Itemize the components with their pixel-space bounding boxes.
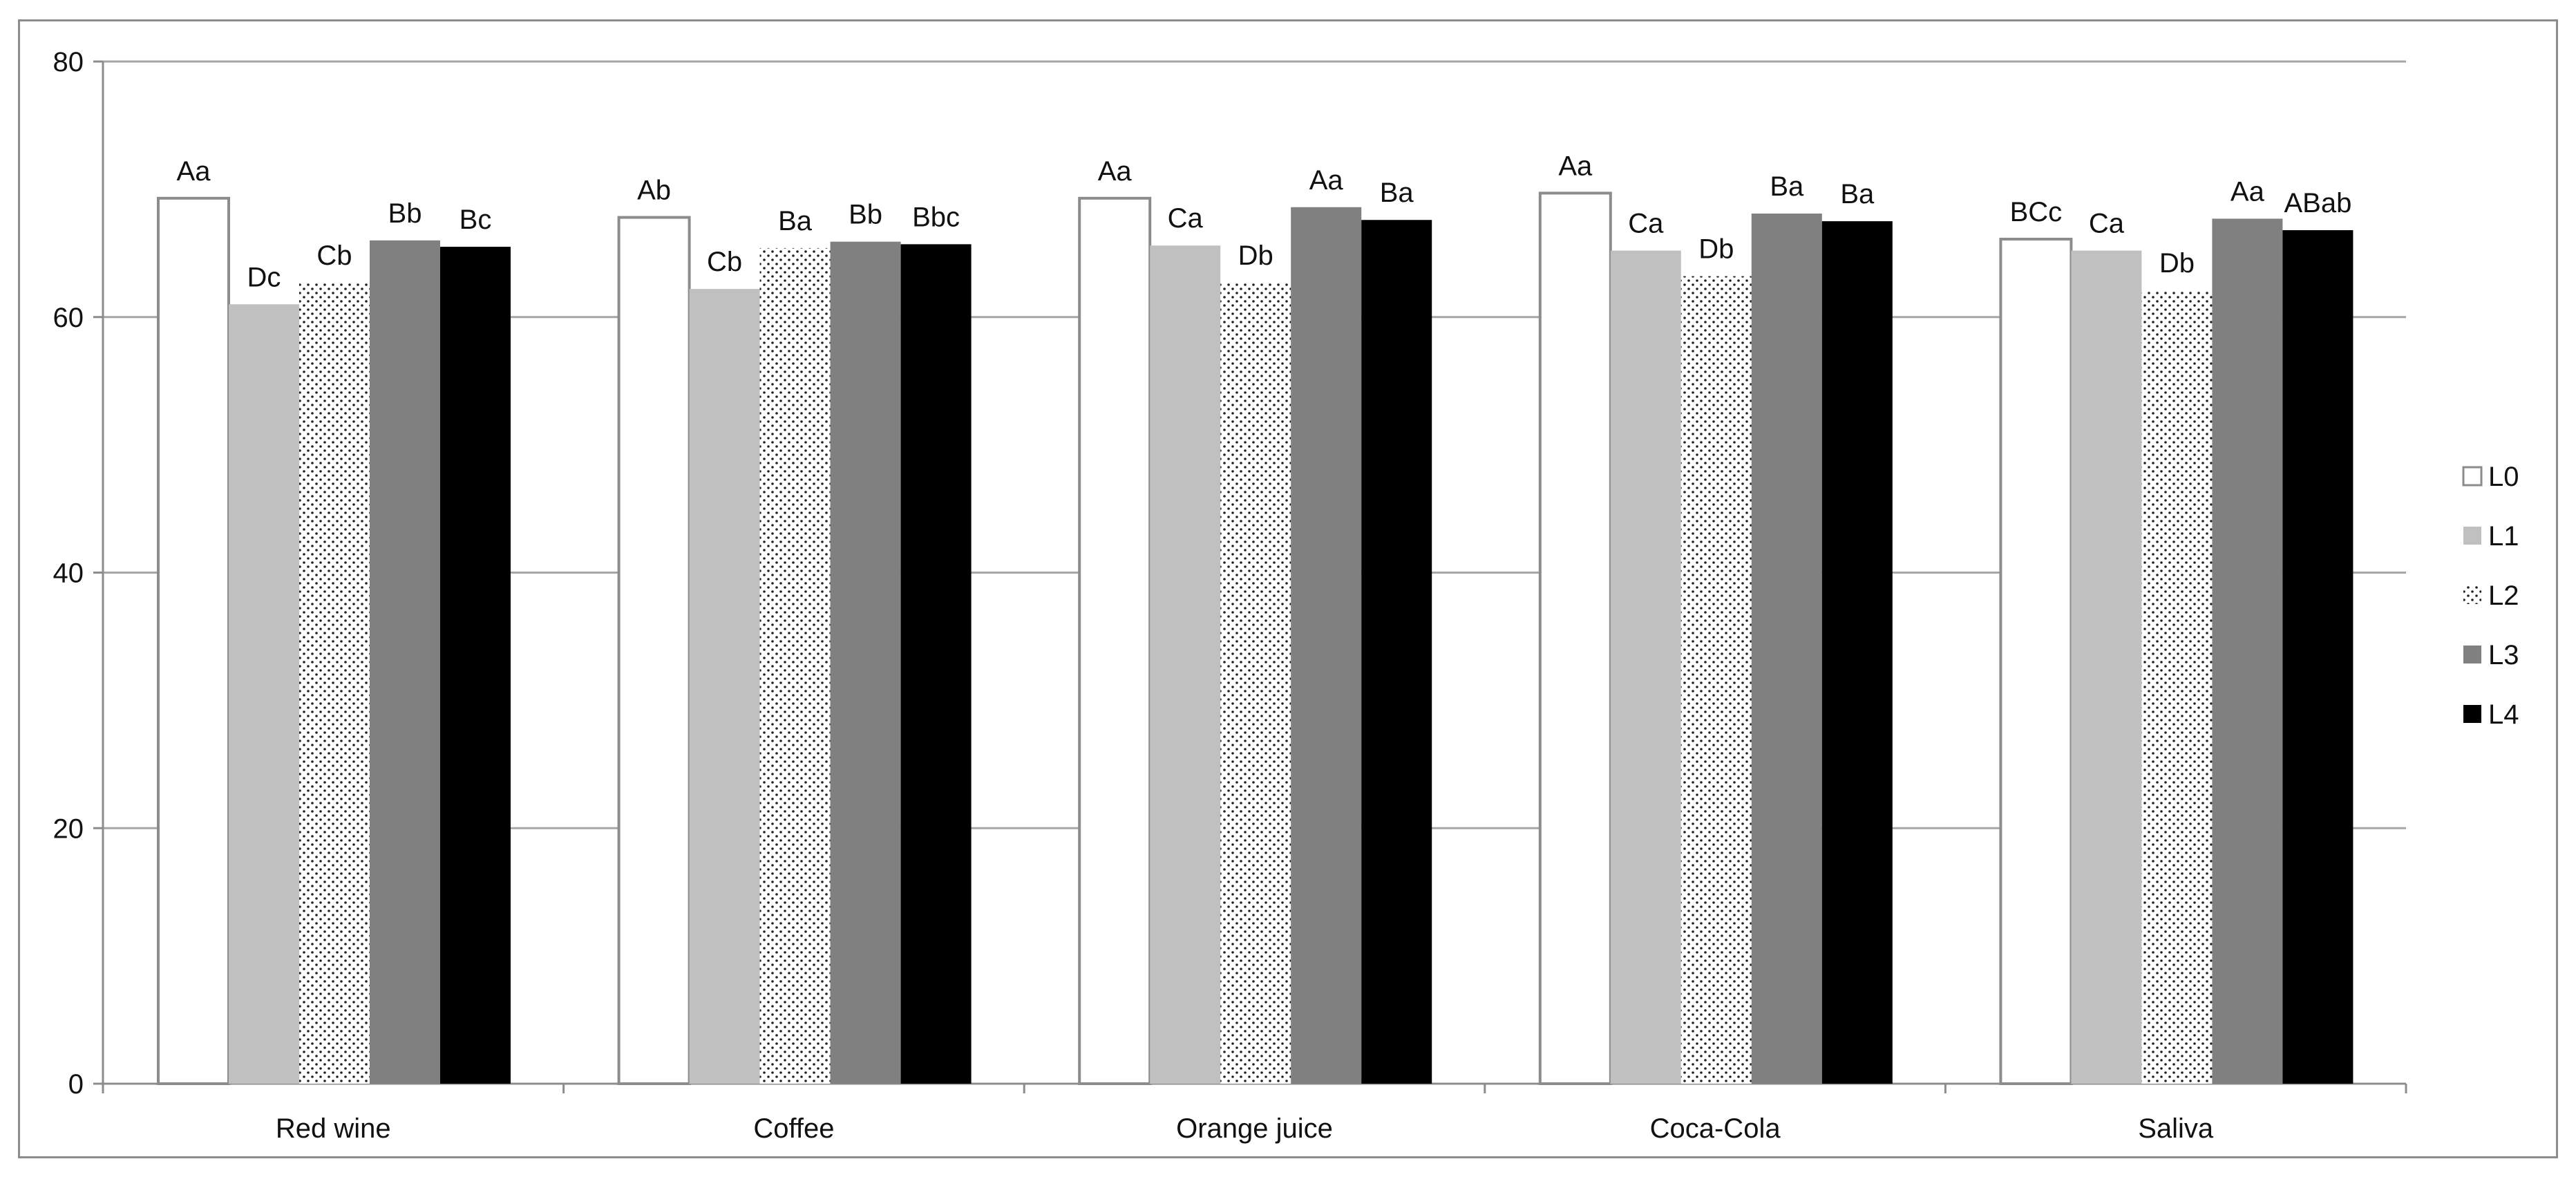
bar-l2: [299, 282, 370, 1084]
data-label: Db: [1698, 234, 1734, 265]
data-label: Bbc: [912, 202, 960, 232]
legend-swatch-l3: [2463, 646, 2481, 663]
bar-l2: [1680, 276, 1752, 1084]
data-label: ABab: [2284, 188, 2351, 218]
bar-l1: [1150, 245, 1221, 1084]
bar-l3: [1751, 214, 1822, 1084]
data-label: Dc: [247, 262, 281, 292]
bar-l0: [157, 196, 230, 1085]
bars: [157, 191, 2354, 1086]
category-label: Red wine: [276, 1113, 391, 1144]
data-labels: Aa Dc Cb Bb Bc Ab Cb Ba Bb Bbc Aa Ca Db Aa Ba Aa Ca Db Ba B…: [177, 151, 2352, 292]
bar-l2: [759, 247, 831, 1084]
bar-l4: [1821, 221, 1893, 1084]
data-label: Aa: [1558, 151, 1593, 181]
bar-l4: [1361, 220, 1432, 1084]
bar-l1: [1610, 250, 1681, 1084]
bar-l4: [900, 244, 972, 1084]
legend-swatch-l2: [2463, 586, 2481, 604]
legend-label: L3: [2488, 640, 2519, 670]
y-tick-label: 40: [53, 558, 84, 589]
bar-l1: [229, 304, 299, 1084]
bar-l3: [830, 241, 901, 1084]
legend: L0 L1 L2 L3 L4: [2462, 462, 2519, 730]
data-label: Ba: [1840, 179, 1875, 209]
category-label: Saliva: [2138, 1113, 2214, 1144]
category-label: Coca-Cola: [1650, 1113, 1781, 1144]
y-tick-label: 0: [68, 1069, 84, 1100]
bar-l3: [2212, 218, 2283, 1084]
y-tick-label: 60: [53, 303, 84, 333]
bar-l0: [1078, 196, 1152, 1085]
legend-label: L1: [2488, 521, 2519, 552]
data-label: Ca: [2089, 209, 2125, 239]
category-label: Coffee: [753, 1113, 834, 1144]
data-label: Ca: [1168, 203, 1204, 234]
legend-label: L4: [2488, 699, 2519, 730]
y-tick-label: 20: [53, 813, 84, 844]
bar-l0: [1999, 237, 2073, 1086]
chart-frame: 0 20 40 60 80 Red wine Coffee Orange juice Coca-…: [18, 19, 2558, 1158]
bar-l0: [617, 216, 691, 1085]
data-label: Db: [2159, 248, 2195, 279]
y-tick-label: 80: [53, 47, 84, 77]
data-label: Cb: [316, 241, 352, 271]
bar-l1: [2071, 250, 2142, 1084]
legend-swatch-l4: [2463, 705, 2481, 723]
legend-swatch-l1: [2463, 527, 2481, 545]
data-label: Ba: [778, 206, 813, 236]
data-label: Aa: [177, 156, 211, 187]
data-label: Db: [1238, 241, 1273, 271]
bar-l4: [440, 247, 511, 1084]
bar-l4: [2282, 230, 2354, 1084]
bar-chart: 0 20 40 60 80 Red wine Coffee Orange juice Coca-…: [53, 47, 2519, 1144]
bar-l0: [1538, 191, 1612, 1085]
data-label: Aa: [1309, 165, 1344, 196]
bar-l3: [370, 240, 440, 1084]
data-label: Cb: [707, 247, 742, 277]
data-label: Bb: [388, 198, 422, 229]
data-label: Bc: [460, 205, 492, 235]
data-label: Bb: [849, 200, 882, 230]
legend-label: L0: [2488, 462, 2519, 492]
bar-l3: [1291, 207, 1362, 1084]
data-label: Aa: [1098, 156, 1133, 187]
bar-l2: [1220, 282, 1291, 1084]
bar-l2: [2141, 290, 2213, 1084]
legend-label: L2: [2488, 581, 2519, 611]
data-label: Ca: [1628, 209, 1664, 239]
legend-swatch-l0: [2462, 466, 2483, 487]
data-label: Ab: [637, 176, 671, 206]
bar-l1: [689, 289, 760, 1084]
data-label: Ba: [1770, 171, 1804, 202]
data-label: BCc: [2010, 197, 2063, 227]
data-label: Aa: [2231, 176, 2265, 207]
category-label: Orange juice: [1176, 1113, 1333, 1144]
data-label: Ba: [1380, 178, 1414, 208]
